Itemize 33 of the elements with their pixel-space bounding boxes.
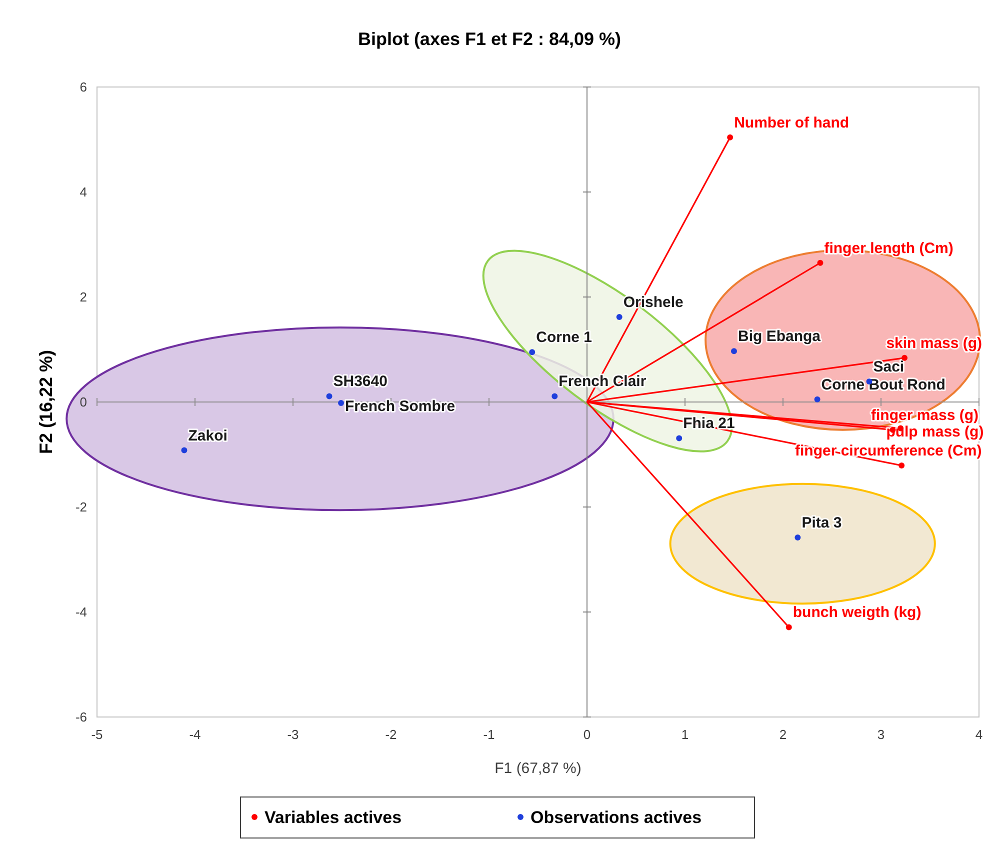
annotation: Saci	[873, 358, 904, 376]
y-tick-label: -6	[75, 710, 87, 725]
x-tick-label: 2	[779, 727, 787, 742]
chart-title: Biplot (axes F1 et F2 : 84,09 %)	[358, 29, 622, 49]
x-tick-label: 3	[877, 727, 885, 742]
legend-label: Variables actives	[264, 808, 402, 827]
x-tick-label: 0	[583, 727, 591, 742]
y-tick-label: -2	[75, 500, 87, 515]
x-tick-label: 1	[681, 727, 689, 742]
annotation: Pita 3	[802, 514, 842, 532]
annotation: finger mass (g)	[871, 406, 979, 424]
x-tick-label: -2	[385, 727, 397, 742]
annotation: Corne Bout Rond	[821, 376, 946, 394]
x-tick-label: -5	[91, 727, 103, 742]
annotation: Number of hand	[734, 114, 850, 132]
annotation: Big Ebanga	[738, 328, 822, 346]
annotation: SH3640	[333, 373, 388, 390]
y-tick-label: 6	[80, 80, 87, 95]
y-tick-label: -4	[75, 604, 87, 620]
annotation: French Sombre	[345, 398, 456, 416]
y-axis-title: F2 (16,22 %)	[36, 350, 56, 454]
x-tick-label: -1	[483, 727, 495, 742]
x-tick-label: -3	[287, 727, 299, 742]
x-axis-title: F1 (67,87 %)	[494, 760, 582, 777]
y-tick-label: 0	[80, 394, 87, 410]
x-tick-label: -4	[189, 727, 201, 742]
annotation: Zakoi	[188, 427, 228, 444]
x-tick-label: 4	[975, 727, 983, 742]
annotation: bunch weigth (kg)	[792, 604, 922, 622]
y-tick-label: 4	[80, 184, 87, 200]
legend-label: Observations actives	[530, 808, 702, 827]
y-tick-label: 2	[80, 290, 87, 305]
annotation: Corne 1	[536, 329, 592, 346]
